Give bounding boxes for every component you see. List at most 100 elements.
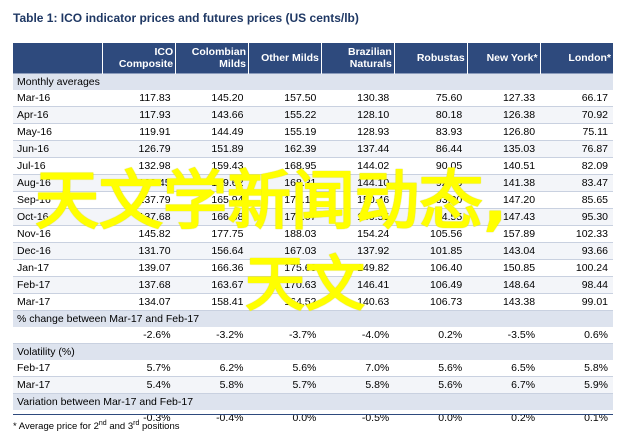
header-london: London* <box>540 43 613 74</box>
table-cell: 5.9% <box>540 376 613 394</box>
table-cell: 174.10 <box>248 191 322 209</box>
table-cell: 5.6% <box>394 360 468 377</box>
section-header-row: Variation between Mar-17 and Feb-17 <box>13 393 613 410</box>
table-cell: 80.18 <box>394 106 468 124</box>
header-robustas: Robustas <box>394 43 468 74</box>
table-cell: 137.68 <box>102 208 176 226</box>
table-cell: 175.60 <box>248 259 322 277</box>
table-cell: 75.11 <box>540 123 613 141</box>
section-label: Monthly averages <box>13 73 613 90</box>
row-label: Jun-16 <box>13 140 103 158</box>
table-cell: 164.52 <box>248 293 322 311</box>
table-cell: 151.89 <box>175 140 249 158</box>
table-cell: 135.03 <box>467 140 541 158</box>
row-label: Mar-17 <box>13 376 103 394</box>
table-cell: 95.30 <box>540 208 613 226</box>
table-cell: 6.7% <box>467 376 541 394</box>
table-cell: 106.40 <box>394 259 468 277</box>
table-cell: 174.07 <box>248 208 322 226</box>
row-label: Mar-16 <box>13 90 103 107</box>
table-cell: 126.38 <box>467 106 541 124</box>
table-row: Sep-16 137.79 165.94 174.10 150.46 93.30 147.2… <box>13 191 613 209</box>
table-row: Mar-16 117.83 145.20 157.50 130.38 75.60 127.3… <box>13 90 613 107</box>
table-cell: 106.49 <box>394 276 468 294</box>
table-cell: -0.3% <box>143 412 171 424</box>
row-label: Jan-17 <box>13 259 103 277</box>
table-row: Jun-16 126.79 151.89 162.39 137.44 86.44 135.0… <box>13 140 613 158</box>
table-cell: 5.8% <box>175 376 249 394</box>
table-cell: 137.68 <box>102 276 176 294</box>
table-cell: 143.66 <box>175 106 249 124</box>
table-cell: 5.7% <box>248 376 322 394</box>
price-table: ICO Composite Colombian Milds Other Mild… <box>13 43 613 426</box>
row-label: Jul-16 <box>13 157 103 175</box>
table-cell: 92.06 <box>394 174 468 192</box>
table-cell: 126.79 <box>102 140 176 158</box>
header-colombian-milds: Colombian Milds <box>175 43 249 74</box>
table-cell: 0.0% <box>292 412 317 424</box>
table-cell: 145.20 <box>175 90 249 107</box>
table-cell: 147.43 <box>467 208 541 226</box>
table-cell: -3.5% <box>467 327 541 344</box>
header-brazilian-naturals: Brazilian Naturals <box>321 43 395 74</box>
table-row: Apr-16 117.93 143.66 155.22 128.10 80.18 126.3… <box>13 106 613 124</box>
table-row: Mar-17 134.07 158.41 164.52 140.63 106.73 143.… <box>13 293 613 311</box>
table-cell: -0.5% <box>361 412 390 424</box>
table-cell: 98.44 <box>540 276 613 294</box>
header-ico-composite: ICO Composite <box>102 43 177 74</box>
table-cell: 0.1% <box>584 412 608 424</box>
table-cell: 0.0% <box>438 412 463 424</box>
table-cell: 106.73 <box>394 293 468 311</box>
footnote: * Average price for 2nd and 3rd position… <box>13 420 180 433</box>
table-cell: 140.51 <box>467 157 541 175</box>
row-label: Feb-17 <box>13 276 103 294</box>
table-cell: 157.50 <box>248 90 322 107</box>
table-cell: 149.82 <box>321 259 395 277</box>
table-cell: 5.4% <box>102 376 176 394</box>
header-row: ICO Composite Colombian Milds Other Mild… <box>13 43 613 74</box>
table-cell: 163.67 <box>175 276 249 294</box>
table-cell: -3.2% <box>175 327 249 344</box>
table-cell: 166.08 <box>175 208 249 226</box>
table-cell: 90.05 <box>394 157 468 175</box>
row-label: Mar-17 <box>13 293 103 311</box>
table-row: Nov-16 145.82 177.75 188.03 154.24 105.56 157.… <box>13 225 613 243</box>
table-cell: 141.38 <box>467 174 541 192</box>
table-cell: 93.30 <box>394 191 468 209</box>
table-cell: -0.4% <box>216 412 244 424</box>
table-cell: 132.98 <box>102 157 176 175</box>
table-cell: 117.83 <box>102 90 176 107</box>
table-title: Table 1: ICO indicator prices and future… <box>13 11 359 25</box>
table-cell: 154.24 <box>321 225 395 243</box>
table-cell: 170.63 <box>248 276 322 294</box>
table-cell: 149.55 <box>321 208 395 226</box>
table-row: Jul-16 132.98 159.43 168.95 144.02 90.05 140.5… <box>13 157 613 175</box>
table-cell: 168.95 <box>248 157 322 175</box>
table-cell: 0.2% <box>511 412 536 424</box>
table-cell: 5.7% <box>102 360 176 377</box>
row-label: Nov-16 <box>13 225 103 243</box>
section-header-row: Monthly averages <box>13 73 613 90</box>
table-cell: 70.92 <box>540 106 613 124</box>
row-label: Oct-16 <box>13 208 103 226</box>
header-other-milds: Other Milds <box>248 43 322 74</box>
header-new-york: New York* <box>467 43 541 74</box>
table-cell: 94.55 <box>394 208 468 226</box>
table-cell: 168.31 <box>248 174 322 192</box>
table-row: Feb-17 137.68 163.67 170.63 146.41 106.49 148.… <box>13 276 613 294</box>
table-cell: 0.6% <box>540 327 613 344</box>
table-cell: 83.47 <box>540 174 613 192</box>
table-row: Mar-17 5.4% 5.8% 5.7% 5.8% 5.6% 6.7% 5.9% <box>13 376 613 394</box>
table-cell: 0.2% <box>394 327 468 344</box>
table-cell: 144.02 <box>321 157 395 175</box>
table-cell: 148.64 <box>467 276 541 294</box>
table-cell: 6.5% <box>467 360 541 377</box>
section-label: Variation between Mar-17 and Feb-17 <box>13 393 613 410</box>
row-label: Sep-16 <box>13 191 103 209</box>
table-cell: 119.91 <box>102 123 176 141</box>
section-label: Volatility (%) <box>13 343 613 360</box>
table-cell: 131.70 <box>102 242 176 260</box>
table-row: May-16 119.91 144.49 155.19 128.93 83.93 126.8… <box>13 123 613 141</box>
table-cell: 128.10 <box>321 106 395 124</box>
table-cell: 140.63 <box>321 293 395 311</box>
